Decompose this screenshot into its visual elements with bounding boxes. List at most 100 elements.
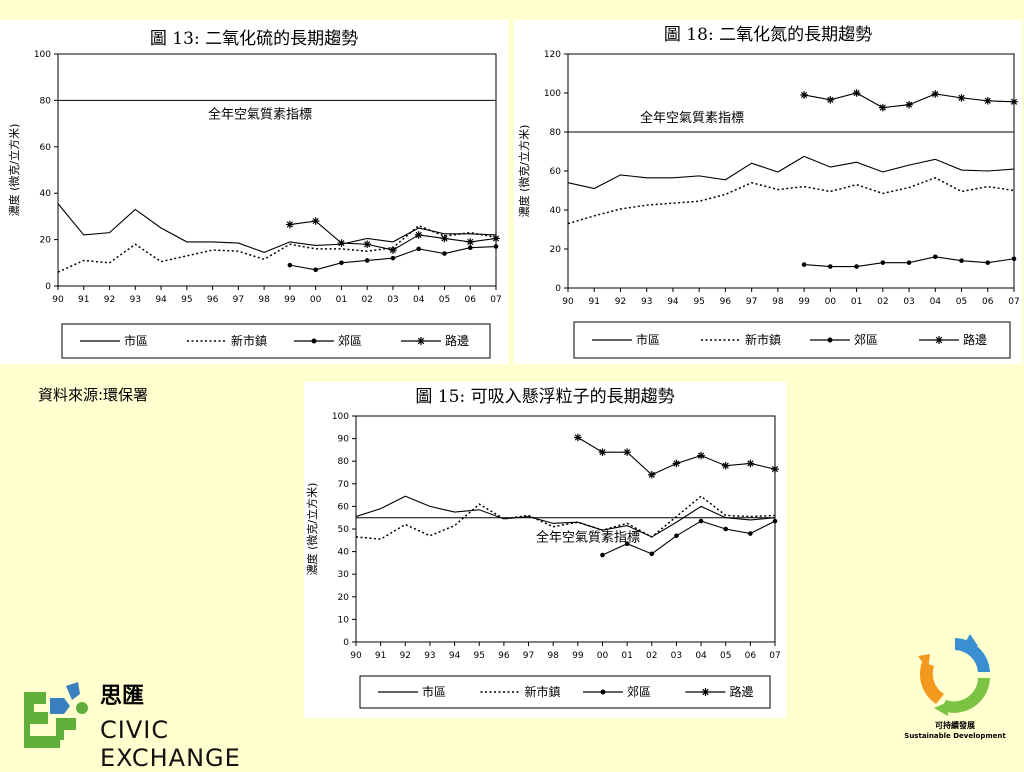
chart-rsp: 圖 15: 可吸入懸浮粒子的長期趨勢0102030405060708090100… bbox=[305, 387, 781, 709]
data-point bbox=[414, 231, 423, 239]
legend-marker bbox=[311, 338, 317, 344]
legend-item-4: 路邊 bbox=[685, 684, 754, 699]
x-tick-label: 98 bbox=[772, 297, 784, 307]
sd-logo-text-en: Sustainable Development bbox=[904, 732, 1006, 740]
x-tick-label: 99 bbox=[284, 295, 296, 305]
data-point bbox=[854, 264, 859, 269]
y-tick-label: 20 bbox=[338, 593, 350, 603]
data-point bbox=[721, 461, 730, 470]
y-tick-label: 50 bbox=[338, 525, 350, 535]
legend-label: 市區 bbox=[636, 332, 660, 347]
plot-area-frame bbox=[57, 53, 497, 287]
y-tick-label: 100 bbox=[34, 50, 51, 60]
series-1 bbox=[57, 203, 497, 253]
x-tick-label: 00 bbox=[597, 651, 609, 661]
series-3 bbox=[287, 244, 499, 273]
x-tick-label: 91 bbox=[78, 295, 89, 305]
data-point bbox=[959, 258, 964, 263]
source-note: 資料來源:環保署 bbox=[38, 386, 149, 404]
data-point bbox=[771, 465, 779, 473]
reference-label: 全年空氣質素指標 bbox=[208, 106, 312, 122]
x-tick-label: 97 bbox=[233, 295, 244, 305]
data-point bbox=[983, 97, 992, 105]
data-point bbox=[852, 89, 861, 97]
legend-marker bbox=[417, 337, 425, 345]
x-tick-label: 01 bbox=[851, 297, 862, 307]
legend-item-3: 郊區 bbox=[583, 685, 651, 699]
y-tick-label: 60 bbox=[550, 167, 562, 177]
legend-label: 路邊 bbox=[730, 684, 754, 699]
data-point bbox=[313, 267, 318, 273]
x-tick-label: 02 bbox=[877, 297, 888, 307]
series-4 bbox=[574, 433, 779, 479]
series-2 bbox=[567, 177, 1015, 225]
x-tick-label: 07 bbox=[490, 295, 501, 305]
data-point bbox=[492, 234, 500, 243]
data-point bbox=[1011, 256, 1017, 262]
x-tick-label: 99 bbox=[798, 297, 810, 307]
data-point bbox=[905, 100, 913, 109]
series-2 bbox=[57, 224, 497, 273]
sd-logo-text-cn: 可持續發展 bbox=[935, 721, 975, 730]
data-point bbox=[698, 518, 704, 524]
y-tick-label: 20 bbox=[550, 245, 562, 255]
series-3 bbox=[801, 254, 1017, 269]
data-point bbox=[311, 217, 320, 225]
x-tick-label: 03 bbox=[387, 295, 398, 305]
reference-label: 全年空氣質素指標 bbox=[640, 110, 744, 126]
data-point bbox=[624, 541, 630, 546]
data-point bbox=[389, 246, 397, 254]
series-3 bbox=[600, 518, 778, 558]
recycle-arrows-icon bbox=[918, 634, 990, 716]
data-point bbox=[286, 220, 294, 229]
data-point bbox=[880, 260, 886, 265]
org-name-cn: 思匯 bbox=[100, 684, 145, 709]
x-tick-label: 01 bbox=[336, 295, 347, 305]
x-tick-label: 02 bbox=[646, 651, 657, 661]
data-point bbox=[623, 448, 631, 456]
series-line bbox=[57, 203, 497, 253]
data-point bbox=[957, 94, 966, 102]
legend-label: 新市鎮 bbox=[525, 684, 561, 699]
legend-item-1: 市區 bbox=[80, 333, 148, 348]
legend-label: 郊區 bbox=[627, 685, 651, 699]
chart-panel-so2: 圖 13: 二氧化硫的長期趨勢 0 20 40 60 80 100 90 91 92 93 94 95 9… bbox=[0, 20, 508, 364]
x-tick-label: 06 bbox=[982, 297, 994, 307]
data-point bbox=[493, 244, 499, 249]
legend-item-4: 路邊 bbox=[919, 332, 987, 347]
y-axis-label: 濃度 (微克/立方米) bbox=[7, 124, 21, 217]
data-point bbox=[723, 526, 729, 532]
legend: 市區 新市鎮 郊區 路邊 bbox=[573, 321, 1011, 359]
data-point bbox=[932, 254, 938, 260]
x-tick-label: 00 bbox=[310, 295, 322, 305]
y-tick-label: 30 bbox=[338, 570, 350, 580]
data-point bbox=[647, 470, 656, 479]
x-tick-label: 00 bbox=[825, 297, 837, 307]
data-point bbox=[649, 551, 655, 557]
chart-title: 圖 18: 二氧化氮的長期趨勢 bbox=[664, 25, 872, 45]
y-tick-label: 90 bbox=[338, 435, 350, 445]
legend-marker bbox=[827, 337, 833, 343]
x-tick-label: 04 bbox=[695, 651, 707, 661]
series-4 bbox=[800, 89, 1018, 112]
x-tick-label: 05 bbox=[439, 295, 450, 305]
data-point bbox=[1010, 97, 1018, 106]
y-tick-label: 40 bbox=[550, 206, 562, 216]
legend: 市區 新市鎮 郊區 路邊 bbox=[359, 675, 771, 709]
data-point bbox=[339, 260, 344, 266]
org-name-en: CIVIC EXCHANGE bbox=[100, 716, 241, 772]
y-tick-label: 0 bbox=[555, 284, 561, 294]
legend-label: 市區 bbox=[422, 684, 446, 699]
data-point bbox=[879, 103, 887, 112]
y-tick-label: 120 bbox=[544, 50, 561, 60]
data-point bbox=[598, 448, 607, 456]
data-point bbox=[574, 433, 582, 442]
x-tick-label: 96 bbox=[498, 651, 510, 661]
legend-label: 郊區 bbox=[338, 334, 362, 348]
legend-frame bbox=[359, 675, 771, 709]
legend-label: 路邊 bbox=[445, 333, 469, 348]
legend-item-2: 新市鎮 bbox=[701, 332, 781, 347]
x-tick-label: 94 bbox=[449, 651, 461, 661]
x-tick-label: 03 bbox=[671, 651, 682, 661]
y-tick-label: 100 bbox=[544, 89, 561, 99]
